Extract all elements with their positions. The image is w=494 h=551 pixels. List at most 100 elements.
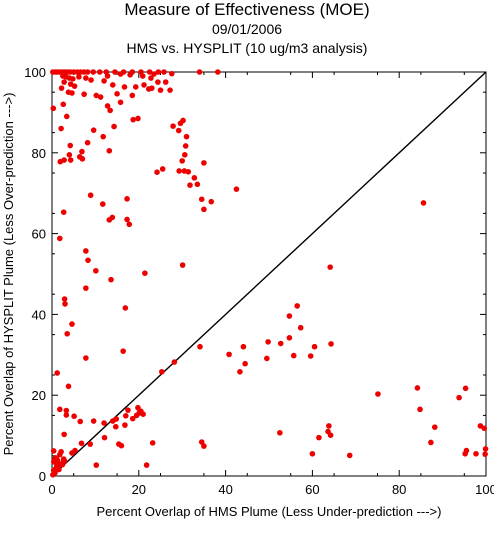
y-axis-label: Percent Overlap of HYSPLIT Plume (Less O… [1,93,16,456]
y-tick-label: 100 [24,65,46,80]
data-point [120,348,126,354]
data-point [122,422,128,428]
data-point [53,455,60,462]
data-point [140,411,146,417]
data-point [57,158,64,165]
data-point [420,200,427,206]
x-tick-label: 100 [475,482,494,497]
data-point [171,359,178,365]
data-point [185,168,192,175]
data-point [60,209,67,215]
data-point [482,451,488,457]
data-point [124,196,130,202]
data-point [135,115,141,122]
data-point [54,464,61,470]
data-point [58,125,64,132]
data-point [133,412,140,419]
data-point [126,221,133,228]
data-point [69,90,75,96]
data-point [67,157,74,163]
data-point [191,175,198,181]
data-point [129,92,136,99]
data-point [83,285,89,291]
data-point [233,186,240,192]
data-point [167,87,173,93]
data-point [76,74,82,80]
data-point [326,423,332,429]
data-point [417,406,423,413]
data-point [61,79,67,85]
data-point [127,72,133,78]
plot-axes: 0 20 40 60 80 100 0 20 40 60 80 100 [24,65,494,497]
y-tick-label: 80 [32,146,46,161]
data-point [187,182,193,188]
data-point [81,91,87,98]
data-point [71,413,77,420]
data-point [70,76,76,82]
data-point [277,340,284,347]
data-point [179,262,186,268]
data-point [462,450,468,457]
data-point [83,248,89,254]
data-point [168,70,175,77]
data-point [76,154,83,160]
data-point [61,458,68,464]
data-point [414,385,421,391]
data-point [50,105,57,112]
data-point [182,143,189,149]
chart-subtitle: HMS vs. HYSPLIT (10 ug/m3 analysis) [126,40,368,56]
data-point [183,133,190,140]
data-point [83,75,89,81]
data-point [77,418,84,425]
data-point [482,446,489,452]
data-point [309,450,316,457]
data-point [118,442,125,449]
data-point [101,434,108,441]
data-points [50,69,489,478]
data-point [90,418,97,424]
data-point [85,257,91,264]
data-point [107,107,113,114]
data-point [142,270,148,276]
data-point [83,355,89,361]
y-tick-label: 20 [32,388,46,403]
data-point [124,216,130,223]
data-point [265,339,271,345]
data-point [104,103,111,109]
data-point [311,343,318,350]
data-point [58,85,65,91]
data-point [346,452,353,459]
data-point [108,276,114,283]
x-tick-label: 0 [48,482,55,497]
data-point [175,127,182,134]
data-point [277,429,283,436]
data-point [155,79,161,85]
chart-title: Measure of Effectiveness (MOE) [124,0,370,19]
data-point [154,169,160,175]
data-point [93,462,100,468]
data-point [63,412,70,418]
y-tick-label: 60 [32,227,46,242]
data-point [159,368,165,375]
data-point [198,196,205,203]
data-point [180,117,186,124]
data-point [117,99,124,106]
data-point [63,407,70,414]
data-point [114,91,120,97]
data-point [148,75,154,81]
data-point [129,415,136,422]
data-point [132,84,139,90]
data-point [208,198,215,205]
data-point [307,353,314,359]
data-point [162,79,169,85]
data-point [112,423,119,430]
data-point [69,321,75,327]
data-point [57,235,63,242]
data-point [130,116,136,123]
data-point [62,301,68,307]
x-tick-label: 20 [132,482,146,497]
data-point [121,84,128,90]
plot-frame [51,71,487,477]
data-point [96,69,103,75]
data-point [151,71,157,77]
